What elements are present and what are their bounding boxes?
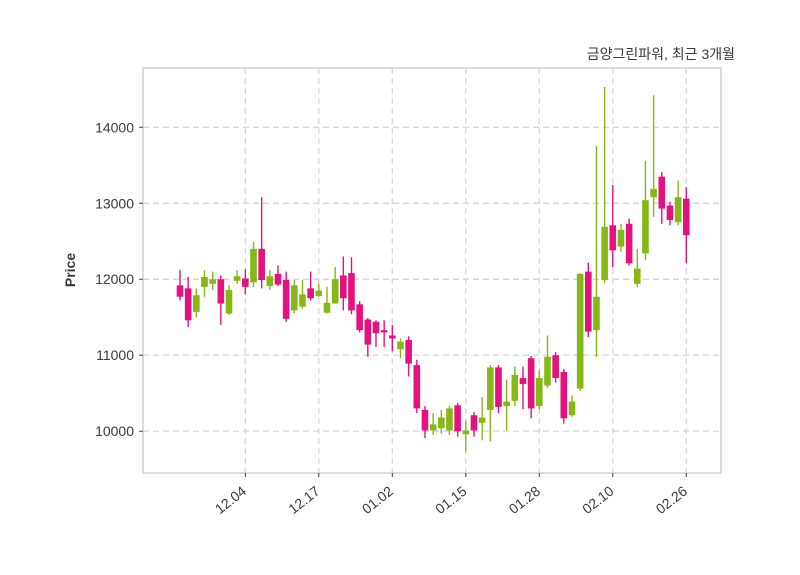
candle-body [242,278,249,287]
candle-body [421,409,429,431]
candle-body [397,341,404,350]
candle-body [609,225,617,251]
candle-body [617,229,625,247]
candle-body [323,302,331,313]
candle-body [291,285,298,311]
x-tick-label: 01.15 [432,483,470,517]
candle-body [544,356,551,386]
candle-body [340,275,347,299]
candle-body [201,276,208,287]
candle-body [593,296,600,331]
candle-body [380,330,388,333]
candle-body [429,424,437,431]
candle-body [438,417,445,429]
y-tick-label: 10000 [95,423,134,439]
candle-body [389,335,396,339]
candle-body [184,288,192,321]
candle-body [576,273,584,389]
candle-body [625,223,633,264]
candle-body [176,285,184,297]
candle-body [601,226,608,280]
candle-body [372,321,380,334]
x-tick-label: 01.02 [359,483,397,517]
candle-body [307,288,314,299]
candle-body [413,365,421,409]
x-tick-label: 12.04 [212,483,250,517]
candle-body [536,378,543,407]
chart-title: 금양그린파워, 최근 3개월 [586,46,735,62]
candle-body [454,405,461,432]
candle-body [682,198,690,236]
candle-body [299,294,306,307]
candle-body [209,279,216,284]
candle-body [511,374,519,401]
candle-body [266,276,274,287]
y-tick-label: 13000 [95,195,134,211]
y-tick-label: 11000 [96,347,134,363]
candle-body [282,279,290,319]
y-axis-label: Price [62,252,78,288]
candle-body [225,289,233,314]
candle-body [193,295,200,312]
candle-body [258,248,265,280]
candle-body [274,273,282,285]
candle-body [331,279,339,304]
candle-body [633,268,641,284]
candle-body [233,276,241,281]
candle-body [462,430,470,435]
candle-body [405,340,412,364]
candle-body [519,378,527,385]
candle-body [446,408,453,431]
candle-body [568,401,576,416]
candle-body [470,415,478,431]
candle-body [642,200,649,254]
y-tick-label: 12000 [95,271,134,287]
candle-body [560,371,568,419]
candle-body [348,273,355,311]
candle-body [315,290,323,296]
candle-body [666,205,674,220]
candle-body [658,176,666,209]
plot-area [142,67,722,474]
candle-body [527,358,535,409]
candle-body [487,367,494,410]
x-tick-label: 02.26 [653,483,691,517]
candle-body [503,401,510,407]
x-tick-label: 01.28 [506,483,544,517]
candle-body [552,355,559,379]
candle-body [650,188,657,198]
candle-body [364,319,372,345]
candle-body [495,367,502,407]
candle-body [217,279,225,304]
candle-body [356,304,363,331]
candle-body [585,271,592,332]
candle-body [250,248,257,283]
candle-body [478,417,486,423]
x-tick-label: 12.17 [285,483,323,517]
candle-body [674,197,682,223]
y-tick-label: 14000 [95,119,134,135]
x-tick-label: 02.10 [579,483,617,517]
